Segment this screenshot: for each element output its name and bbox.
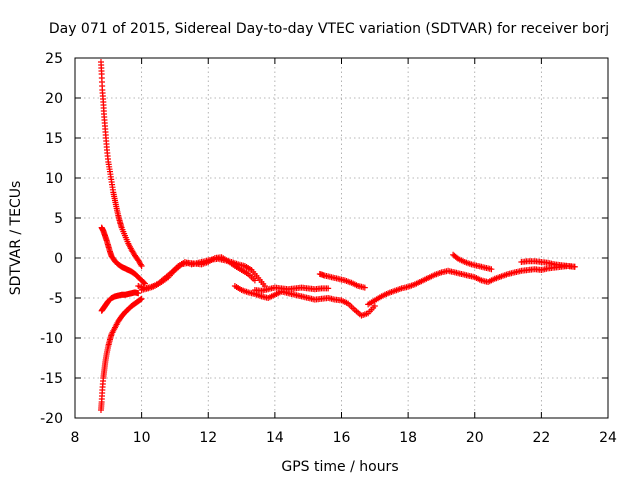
chart-title: Day 071 of 2015, Sidereal Day-to-day VTE…	[49, 21, 609, 37]
series-late-trace	[365, 263, 578, 308]
x-tick-label: 10	[133, 430, 151, 446]
data-point	[251, 277, 258, 284]
data-point	[138, 263, 145, 269]
y-tick-label: 15	[45, 131, 63, 147]
series-short-arc-lower	[98, 289, 142, 314]
y-tick-label: 10	[45, 171, 63, 187]
y-tick-label: 25	[45, 51, 63, 67]
x-tick-label: 12	[199, 430, 217, 446]
y-tick-label: -20	[40, 411, 63, 427]
data-point	[141, 279, 148, 286]
series-mid-segment-2	[251, 284, 332, 294]
series-short-arc-upper	[98, 224, 148, 287]
plot-frame	[74, 57, 609, 419]
data-point	[361, 284, 368, 291]
y-tick-label: -15	[40, 371, 63, 387]
data-point	[488, 266, 495, 273]
grid-lines	[75, 58, 608, 418]
data-point	[371, 303, 378, 309]
series-main-trace-lower	[138, 254, 258, 293]
x-axis-label: GPS time / hours	[281, 459, 398, 475]
x-tick-label: 20	[466, 430, 484, 446]
tick-labels: 8 10 12 14 16 18 20 22 24 25 20 15 10 5 0 -5 -10 -15 -20	[40, 51, 617, 446]
data-point	[325, 285, 332, 292]
x-tick-label: 8	[71, 430, 80, 446]
x-tick-label: 22	[532, 430, 550, 446]
x-tick-label: 14	[266, 430, 284, 446]
series-arc-up-from-bottom	[97, 295, 145, 413]
data-point	[571, 263, 578, 270]
series-late-upper-segment	[450, 251, 495, 273]
y-tick-label: 5	[54, 211, 63, 227]
x-tick-label: 24	[599, 430, 617, 446]
x-tick-label: 18	[399, 430, 417, 446]
y-tick-label: -10	[40, 331, 63, 347]
x-tick-label: 16	[333, 430, 351, 446]
y-tick-label: 0	[54, 251, 63, 267]
series-arc-down-from-top	[97, 59, 145, 269]
y-axis-label: SDTVAR / TECUs	[8, 181, 24, 296]
series-bump-near-16	[316, 271, 368, 291]
series-late-upper-segment-2	[518, 258, 578, 270]
y-tick-label: -5	[49, 291, 63, 307]
y-tick-label: 20	[45, 91, 63, 107]
series-mid-segment	[231, 283, 378, 319]
data-points	[97, 59, 578, 413]
data-point	[138, 295, 145, 302]
data-point	[135, 290, 142, 297]
